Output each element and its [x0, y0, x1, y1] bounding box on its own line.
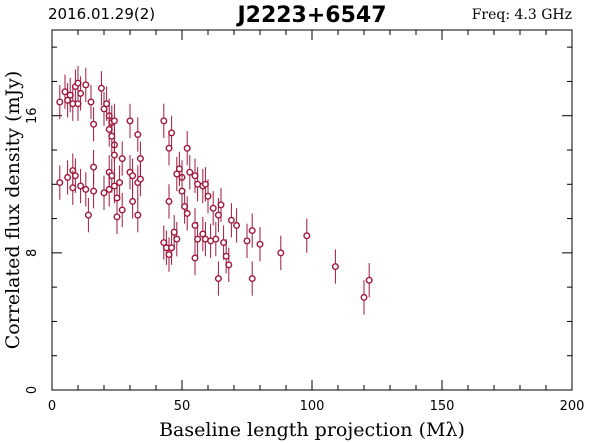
data-point	[87, 98, 95, 106]
data-point	[90, 163, 98, 171]
data-point	[165, 197, 173, 205]
data-point	[170, 228, 178, 236]
data-point	[201, 180, 209, 188]
data-point	[248, 227, 256, 235]
data-point	[233, 221, 241, 229]
data-point	[136, 155, 144, 163]
data-point	[248, 275, 256, 283]
x-tick-label: 150	[430, 399, 455, 414]
y-tick-label: 0	[25, 386, 40, 394]
y-tick-label: 16	[25, 107, 40, 124]
axis-tick-labels: 0 50 100 150 200 0 8 16	[25, 107, 584, 414]
data-point	[243, 237, 251, 245]
data-point	[129, 197, 137, 205]
data-point	[209, 204, 217, 212]
data-point	[134, 211, 142, 219]
x-tick-label: 200	[560, 399, 585, 414]
data-point	[103, 100, 111, 108]
data-point	[222, 252, 230, 260]
data-point	[183, 209, 191, 217]
data-point	[165, 251, 173, 259]
data-point	[84, 211, 92, 219]
data-point	[110, 117, 118, 125]
data-point	[136, 175, 144, 183]
observation-date: 2016.01.29(2)	[48, 5, 155, 23]
data-point	[56, 179, 64, 187]
data-point	[118, 206, 126, 214]
data-point	[186, 168, 194, 176]
x-tick-label: 100	[300, 399, 325, 414]
data-point	[303, 232, 311, 240]
data-point	[110, 182, 118, 190]
data-point	[214, 211, 222, 219]
data-point	[165, 144, 173, 152]
data-point	[191, 254, 199, 262]
source-name: J2223+6547	[235, 3, 386, 28]
data-point	[360, 293, 368, 301]
data-point	[160, 117, 168, 125]
data-point	[116, 179, 124, 187]
data-point	[175, 165, 183, 173]
data-point	[178, 187, 186, 195]
data-point	[217, 201, 225, 209]
data-point	[134, 131, 142, 139]
data-point	[69, 184, 77, 192]
data-point	[365, 276, 373, 284]
y-axis-label: Correlated flux density (mJy)	[2, 71, 24, 350]
data-point	[82, 81, 90, 89]
data-point	[56, 98, 64, 106]
data-point	[77, 89, 85, 97]
axis-ticks	[51, 30, 573, 391]
frequency-label: Freq: 4.3 GHz	[472, 7, 572, 23]
data-point	[168, 129, 176, 137]
x-tick-label: 0	[48, 399, 56, 414]
data-point	[204, 192, 212, 200]
data-point	[108, 172, 116, 180]
data-point	[129, 172, 137, 180]
data-point	[77, 182, 85, 190]
data-point	[194, 235, 202, 243]
data-point	[212, 235, 220, 243]
data-point	[90, 120, 98, 128]
data-point	[113, 213, 121, 221]
data-point	[191, 172, 199, 180]
data-point	[277, 249, 285, 257]
x-axis-label: Baseline length projection (Mλ)	[159, 419, 465, 441]
data-point	[64, 173, 72, 181]
data-point	[227, 216, 235, 224]
x-tick-label: 50	[174, 399, 191, 414]
data-point	[173, 235, 181, 243]
data-point	[108, 132, 116, 140]
data-point	[71, 172, 79, 180]
data-point	[100, 189, 108, 197]
y-tick-label: 8	[25, 249, 40, 257]
data-point	[256, 240, 264, 248]
data-point	[183, 144, 191, 152]
data-point	[90, 187, 98, 195]
data-point	[118, 155, 126, 163]
data-point	[181, 203, 189, 211]
data-point	[331, 263, 339, 271]
data-point	[191, 221, 199, 229]
data-point	[214, 275, 222, 283]
data-point	[110, 151, 118, 159]
data-point	[220, 239, 228, 247]
data-point	[82, 185, 90, 193]
data-point	[74, 79, 82, 87]
data-point	[225, 261, 233, 269]
plot-frame	[51, 29, 573, 391]
data-point	[168, 244, 176, 252]
data-point	[105, 185, 113, 193]
data-point	[126, 117, 134, 125]
data-point	[66, 91, 74, 99]
data-point	[105, 125, 113, 133]
data-point	[97, 84, 105, 92]
data-point	[61, 88, 69, 96]
data-point	[74, 100, 82, 108]
data-points	[56, 66, 373, 315]
